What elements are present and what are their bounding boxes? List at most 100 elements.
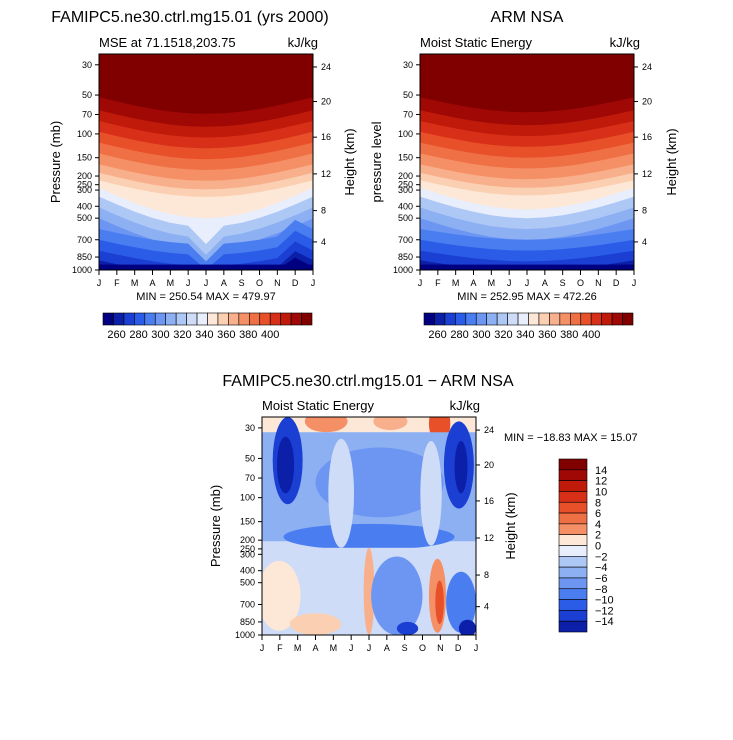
colorbar-label: 4 xyxy=(595,519,601,531)
colorbar-swatch xyxy=(507,312,519,326)
y-tick-label: 400 xyxy=(77,201,92,211)
colorbar-swatch xyxy=(455,312,467,326)
x-tick-label: F xyxy=(435,278,441,288)
colorbar-swatch xyxy=(423,312,435,326)
y-tick-label: 700 xyxy=(77,235,92,245)
colorbar-swatch xyxy=(558,588,588,600)
y-tick-label: 30 xyxy=(245,423,255,433)
x-tick-label: J xyxy=(97,278,102,288)
colorbar-swatch xyxy=(154,312,166,326)
y-axis-label: pressure level xyxy=(369,121,384,202)
x-tick-label: N xyxy=(437,643,444,653)
x-tick-label: J xyxy=(418,278,423,288)
x-tick-label: J xyxy=(311,278,316,288)
y-tick-label-right: 4 xyxy=(642,237,647,247)
positive-blob xyxy=(262,560,301,631)
y-tick-label-right: 8 xyxy=(642,206,647,216)
y-tick-label: 300 xyxy=(77,185,92,195)
y-tick-label-right: 24 xyxy=(321,62,331,72)
y-tick-label: 50 xyxy=(82,90,92,100)
colorbar-label: 280 xyxy=(450,329,468,341)
y-tick-label: 500 xyxy=(77,213,92,223)
y-tick-label: 50 xyxy=(403,90,413,100)
y-axis-label: Pressure (mb) xyxy=(208,485,223,567)
negative-blob xyxy=(371,556,423,635)
mse-contour-field xyxy=(420,54,634,270)
x-tick-label: D xyxy=(455,643,462,653)
colorbar: 260 280 300 320 340 360 380 400 xyxy=(102,312,313,341)
colorbar-swatch xyxy=(558,599,588,611)
colorbar-swatch xyxy=(549,312,561,326)
colorbar-swatch xyxy=(558,491,588,503)
y-tick-label-right: 4 xyxy=(484,602,489,612)
colorbar-label: 12 xyxy=(595,476,607,488)
y-tick-label: 250 xyxy=(240,544,255,554)
y-tick-label-right: 24 xyxy=(484,425,494,435)
x-tick-label: S xyxy=(560,278,566,288)
colorbar-label: −10 xyxy=(595,595,614,607)
x-tick-label: F xyxy=(277,643,283,653)
colorbar-swatch xyxy=(434,312,446,326)
y-tick-label: 30 xyxy=(82,60,92,70)
x-tick-label: J xyxy=(474,643,479,653)
colorbar-label: 8 xyxy=(595,497,601,509)
y-axis-label-right: Height (km) xyxy=(503,492,518,559)
colorbar-swatch xyxy=(175,312,187,326)
x-tick-label: J xyxy=(204,278,209,288)
x-tick-label: S xyxy=(402,643,408,653)
colorbar-label: −8 xyxy=(595,584,608,596)
contour-band xyxy=(99,264,313,270)
colorbar-label: 360 xyxy=(217,329,235,341)
panel-title: ARM NSA xyxy=(491,9,564,26)
colorbar-swatch xyxy=(465,312,477,326)
x-tick-label: S xyxy=(239,278,245,288)
y-tick-label: 100 xyxy=(240,493,255,503)
y-tick-label-right: 12 xyxy=(642,169,652,179)
y-axis-label-right: Height (km) xyxy=(664,128,679,195)
colorbar-swatch xyxy=(249,312,261,326)
panel-subtitle-left: Moist Static Energy xyxy=(262,398,374,413)
colorbar-label: 10 xyxy=(595,486,607,498)
y-tick-label-right: 20 xyxy=(642,97,652,107)
colorbar-swatch xyxy=(144,312,156,326)
colorbar-swatch xyxy=(558,556,588,568)
min-max-stats: MIN = 250.54 MAX = 479.97 xyxy=(136,291,275,303)
colorbar-swatch xyxy=(558,512,588,525)
panel-subtitle-right: kJ/kg xyxy=(450,398,480,413)
positive-blob xyxy=(304,417,348,433)
positive-blob xyxy=(373,417,408,431)
y-tick-label-right: 20 xyxy=(321,97,331,107)
x-tick-label: M xyxy=(131,278,139,288)
y-tick-label: 250 xyxy=(77,180,92,190)
colorbar-swatch xyxy=(196,312,208,326)
x-tick-label: J xyxy=(349,643,354,653)
colorbar-swatch xyxy=(559,312,571,326)
x-tick-label: M xyxy=(294,643,302,653)
x-tick-label: F xyxy=(114,278,120,288)
axis-ticks: J F M A M J J A S O N D J305070100150200250300400500… xyxy=(235,423,494,653)
colorbar-label: 280 xyxy=(129,329,147,341)
y-tick-label-right: 16 xyxy=(321,132,331,142)
x-tick-label: O xyxy=(577,278,584,288)
difference-contour-field xyxy=(262,417,476,635)
colorbar-swatch xyxy=(517,312,529,326)
colorbar-label: −12 xyxy=(595,605,614,617)
x-tick-label: M xyxy=(488,278,496,288)
y-tick-label: 70 xyxy=(245,473,255,483)
panel-difference: FAMIPC5.ne30.ctrl.mg15.01 − ARM NSA Mois… xyxy=(208,373,638,653)
negative-blob xyxy=(396,621,419,635)
colorbar-swatch xyxy=(558,480,588,492)
y-tick-label: 300 xyxy=(240,549,255,559)
y-tick-label: 100 xyxy=(77,129,92,139)
x-tick-label: N xyxy=(595,278,602,288)
y-axis-label: Pressure (mb) xyxy=(48,121,63,203)
panel-subtitle-left: Moist Static Energy xyxy=(420,35,532,50)
y-tick-label-right: 24 xyxy=(642,62,652,72)
y-tick-label: 70 xyxy=(82,109,92,119)
y-tick-label: 200 xyxy=(77,171,92,181)
y-tick-label: 500 xyxy=(398,213,413,223)
negative-blob xyxy=(454,440,468,494)
y-tick-label-right: 16 xyxy=(642,132,652,142)
